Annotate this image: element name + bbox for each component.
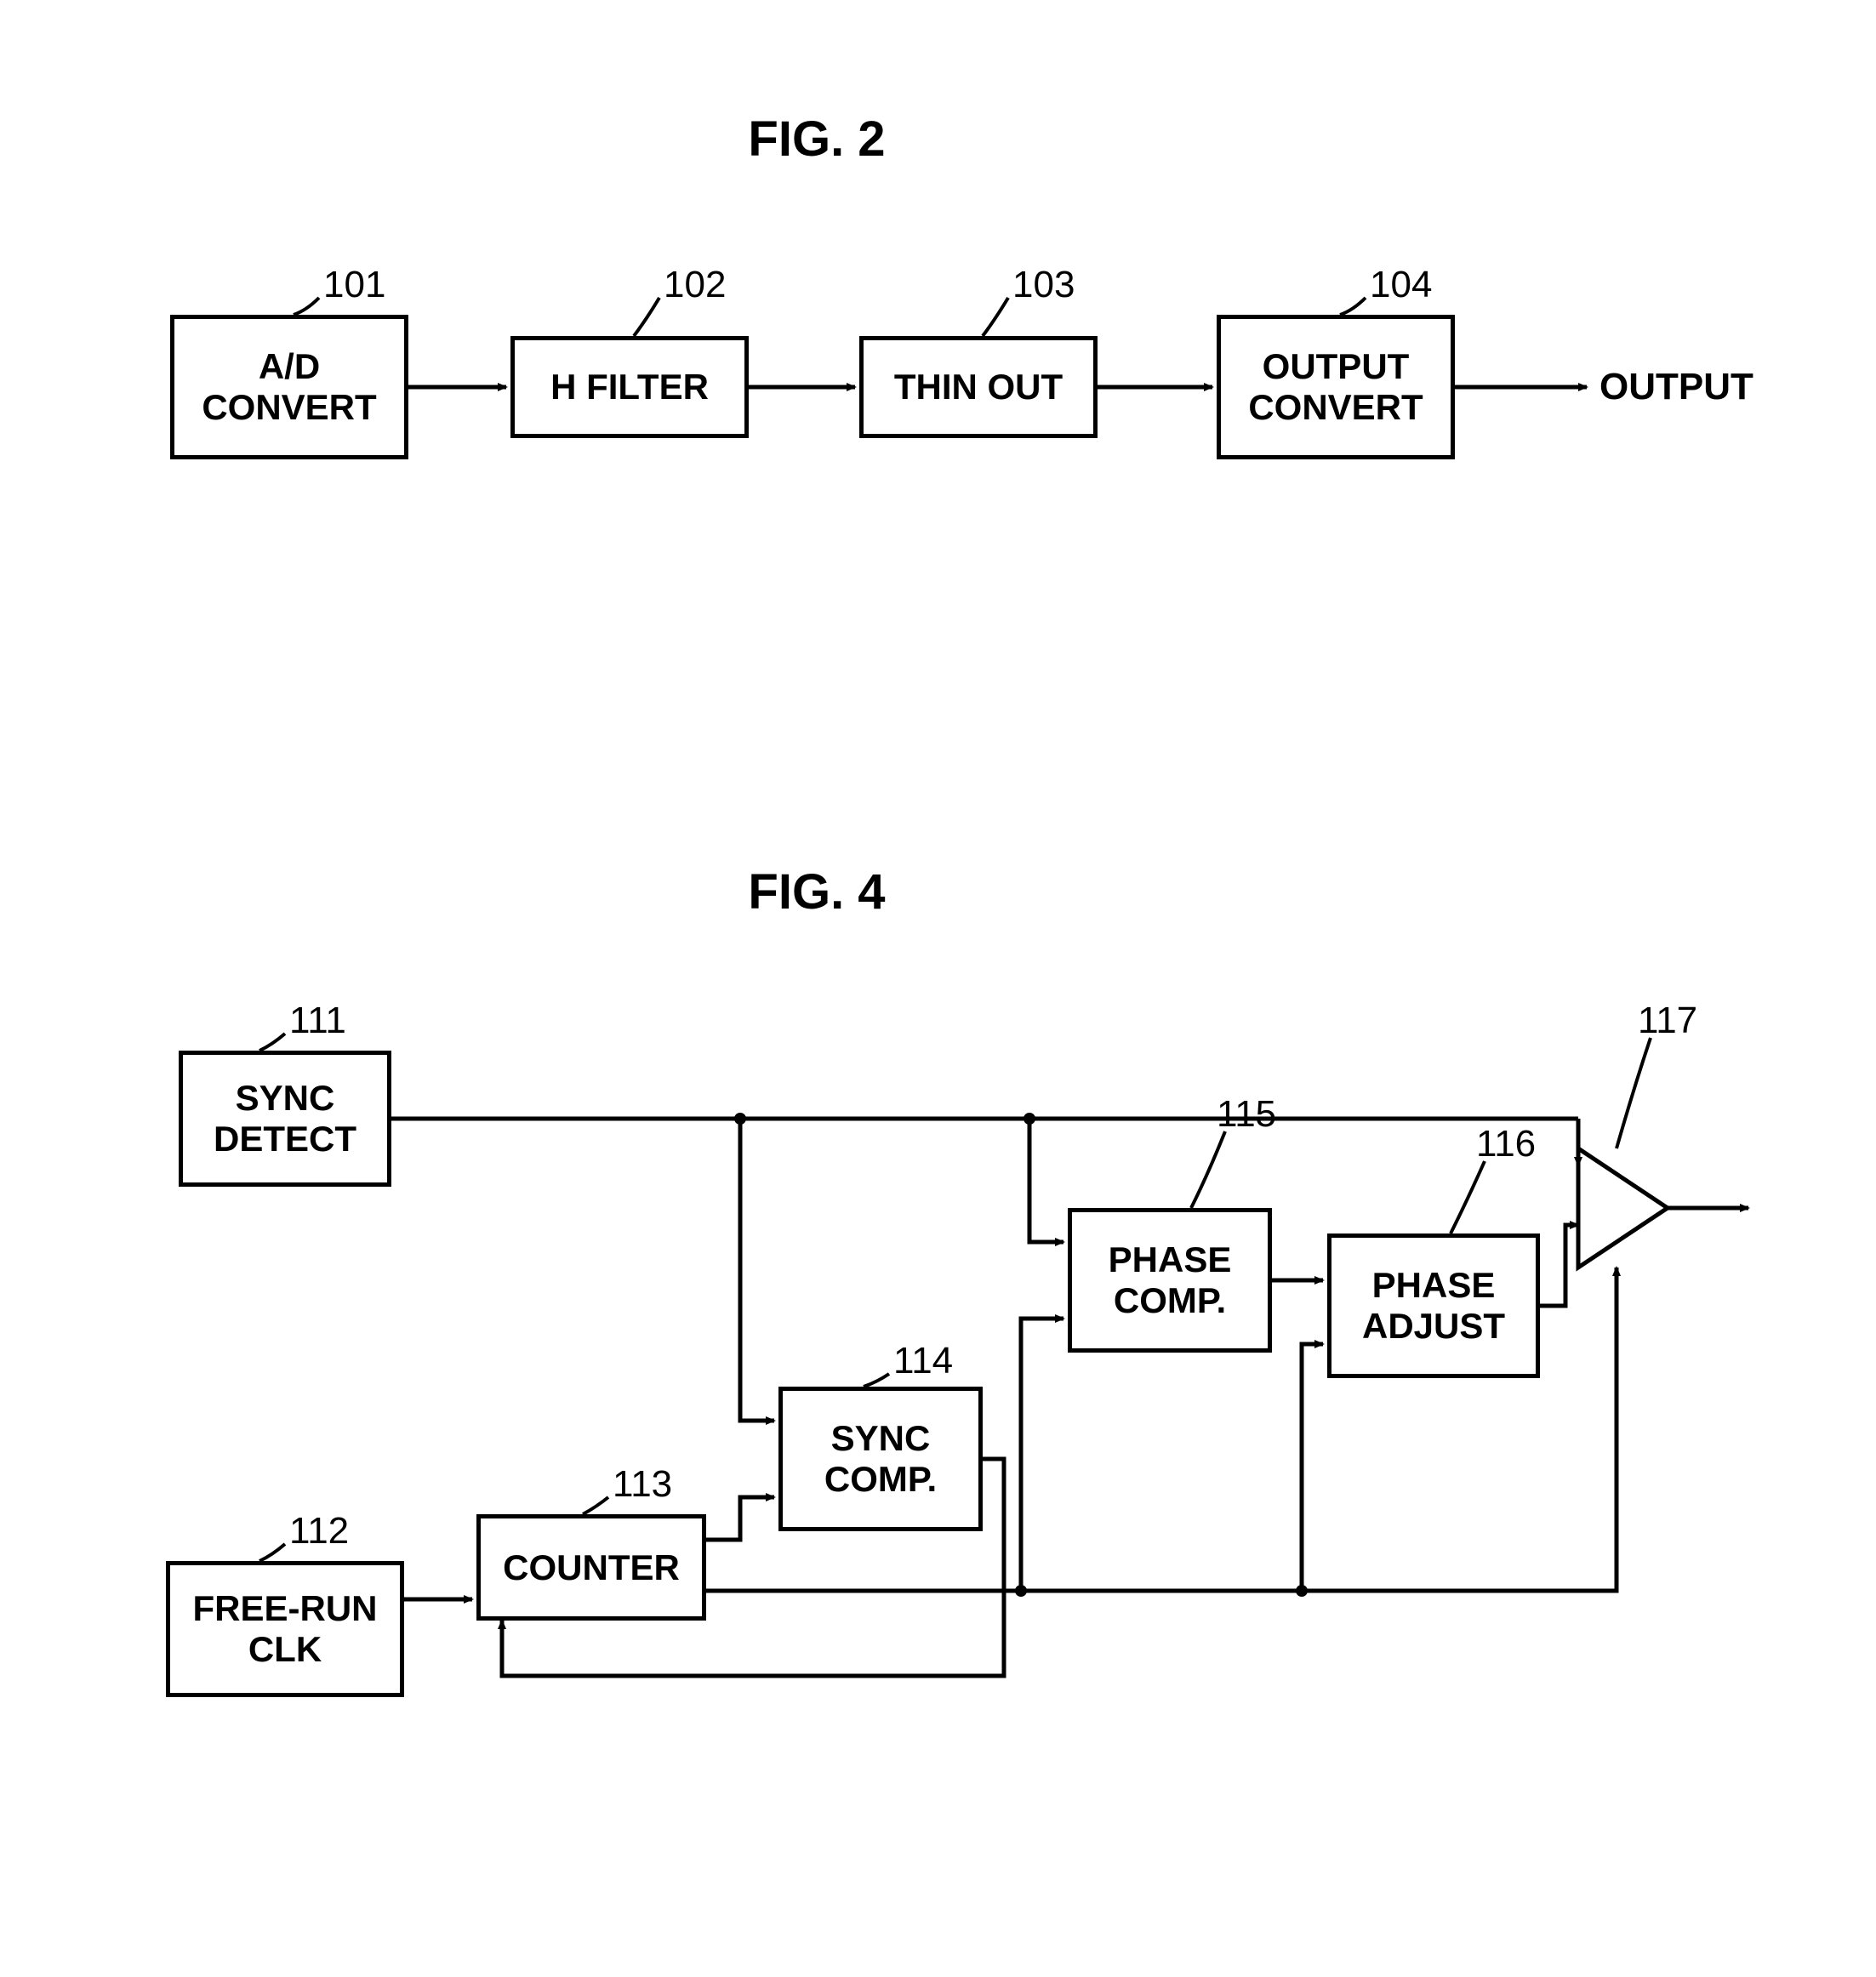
ref-103: 103 — [1012, 264, 1075, 306]
ref-117: 117 — [1638, 1000, 1697, 1042]
block-label: COUNTER — [503, 1547, 680, 1588]
block-label: PHASE COMP. — [1109, 1239, 1232, 1322]
block-sync-detect: SYNC DETECT — [179, 1051, 391, 1187]
block-output-convert: OUTPUT CONVERT — [1217, 315, 1455, 459]
page: FIG. 2 A/D CONVERT 101 H FILTER 102 THIN… — [0, 0, 1876, 1977]
ref-114: 114 — [893, 1340, 953, 1382]
block-label: A/D CONVERT — [202, 346, 376, 429]
block-label: THIN OUT — [894, 367, 1063, 407]
ref-112: 112 — [289, 1510, 349, 1553]
block-thin-out: THIN OUT — [859, 336, 1098, 438]
block-label: SYNC DETECT — [214, 1078, 356, 1160]
block-label: OUTPUT CONVERT — [1248, 346, 1423, 429]
block-phase-comp: PHASE COMP. — [1068, 1208, 1272, 1353]
ref-104: 104 — [1370, 264, 1432, 306]
ref-116: 116 — [1476, 1123, 1536, 1165]
ref-101: 101 — [323, 264, 385, 306]
ref-102: 102 — [664, 264, 726, 306]
ref-113: 113 — [613, 1463, 672, 1506]
block-ad-convert: A/D CONVERT — [170, 315, 408, 459]
block-h-filter: H FILTER — [510, 336, 749, 438]
output-label: OUTPUT — [1599, 366, 1753, 408]
block-free-run-clk: FREE-RUN CLK — [166, 1561, 404, 1697]
block-label: H FILTER — [550, 367, 709, 407]
fig4-title: FIG. 4 — [748, 863, 885, 920]
fig2-title: FIG. 2 — [748, 111, 885, 168]
mux-117 — [1578, 1148, 1668, 1268]
block-sync-comp: SYNC COMP. — [778, 1387, 983, 1531]
block-label: FREE-RUN CLK — [193, 1588, 378, 1671]
block-label: PHASE ADJUST — [1362, 1265, 1505, 1347]
block-counter: COUNTER — [476, 1514, 706, 1621]
ref-115: 115 — [1217, 1093, 1276, 1136]
block-phase-adjust: PHASE ADJUST — [1327, 1233, 1540, 1378]
ref-111: 111 — [289, 1000, 346, 1042]
block-label: SYNC COMP. — [824, 1418, 937, 1501]
